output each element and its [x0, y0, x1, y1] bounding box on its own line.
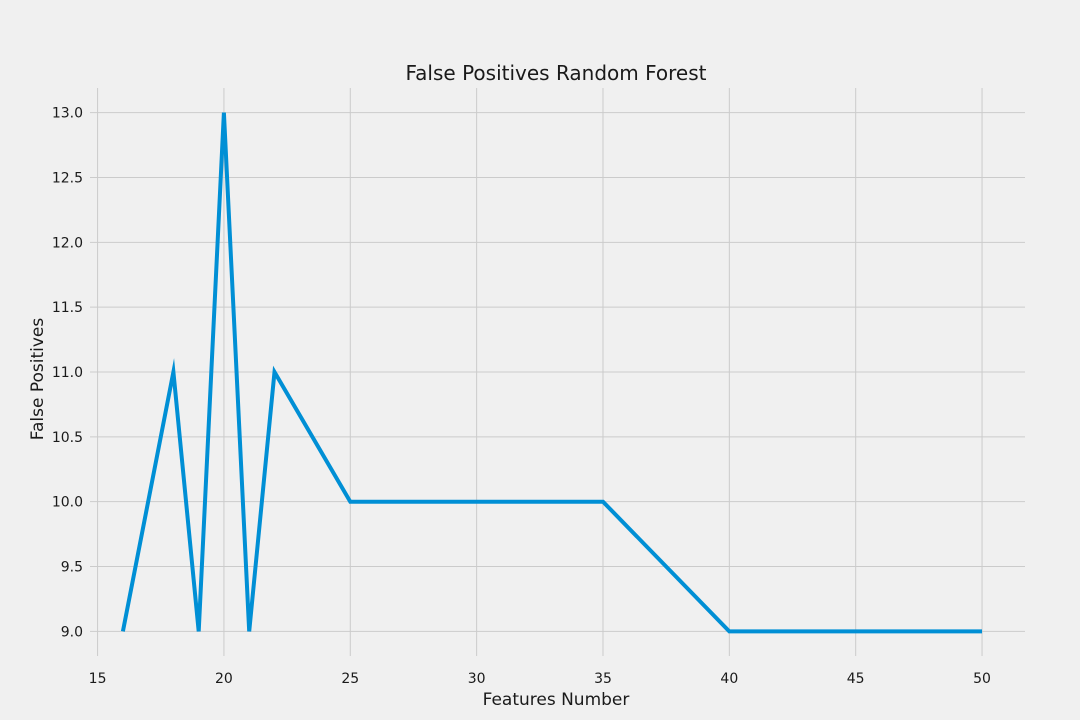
y-tick-label: 9.0: [61, 624, 83, 640]
y-tick-label: 9.5: [61, 560, 83, 576]
x-tick-label: 35: [594, 671, 612, 687]
x-tick-label: 25: [341, 671, 359, 687]
series-layer: [120, 112, 982, 634]
y-tick-label: 12.0: [52, 235, 83, 251]
x-tick-label: 20: [215, 671, 233, 687]
y-axis-label: False Positives: [28, 318, 48, 441]
x-tick-label: 30: [468, 671, 486, 687]
y-tick-label: 10.5: [52, 430, 83, 446]
x-axis-label: Features Number: [483, 690, 630, 710]
x-tick-labels: 15 20 25 30 35 40 45 50: [89, 671, 991, 687]
y-tick-label: 13.0: [52, 106, 83, 122]
y-tick-label: 11.5: [52, 300, 83, 316]
x-tick-label: 50: [973, 671, 991, 687]
x-tick-label: 15: [89, 671, 107, 687]
y-tick-labels: 9.0 9.5 10.0 10.5 11.0 11.5 12.0 12.5 13.0: [52, 106, 83, 641]
chart-title: False Positives Random Forest: [406, 61, 707, 85]
y-tick-label: 10.0: [52, 495, 83, 511]
y-gridlines: [90, 112, 1025, 632]
x-tick-label: 40: [720, 671, 738, 687]
series-line: [120, 112, 982, 634]
y-tick-label: 12.5: [52, 170, 83, 186]
y-tick-label: 11.0: [52, 365, 83, 381]
x-tick-label: 45: [847, 671, 865, 687]
